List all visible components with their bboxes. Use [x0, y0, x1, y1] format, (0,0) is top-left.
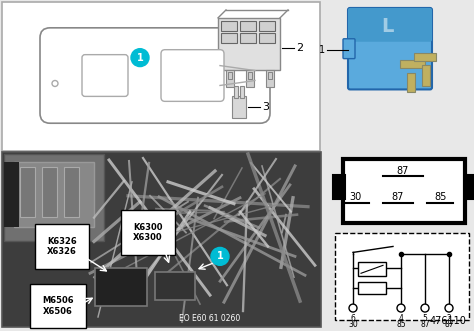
Text: 30: 30	[349, 192, 361, 202]
Bar	[221, 33, 237, 43]
Circle shape	[349, 304, 357, 312]
Bar	[259, 21, 275, 31]
Bar	[268, 71, 272, 79]
Text: 30: 30	[348, 320, 358, 329]
Bar	[240, 21, 256, 31]
Text: 1: 1	[137, 53, 143, 63]
FancyBboxPatch shape	[343, 39, 355, 59]
Bar	[414, 53, 436, 61]
Bar	[4, 154, 104, 242]
Circle shape	[445, 304, 453, 312]
FancyBboxPatch shape	[82, 55, 128, 96]
Text: 3: 3	[262, 102, 269, 112]
Text: 1: 1	[217, 251, 223, 261]
Bar	[4, 162, 19, 227]
Bar	[95, 268, 147, 306]
Bar	[246, 70, 254, 87]
Bar	[422, 65, 430, 86]
Text: K6326
X6326: K6326 X6326	[47, 237, 77, 256]
Bar	[2, 2, 320, 151]
Bar	[240, 33, 256, 43]
Bar	[221, 21, 237, 31]
FancyBboxPatch shape	[348, 8, 432, 42]
Text: 476110: 476110	[429, 316, 466, 326]
Bar	[14, 162, 94, 227]
Text: 85: 85	[435, 192, 447, 202]
Bar	[234, 86, 238, 98]
Bar	[343, 159, 465, 223]
Text: L: L	[381, 17, 393, 36]
Bar	[155, 272, 195, 300]
Text: 5: 5	[422, 314, 428, 323]
Circle shape	[421, 304, 429, 312]
Text: M6506
X6506: M6506 X6506	[42, 296, 74, 316]
Circle shape	[131, 49, 149, 67]
Circle shape	[211, 248, 229, 265]
Bar	[358, 282, 386, 294]
Text: K6300
X6300: K6300 X6300	[133, 223, 163, 242]
Bar	[2, 152, 321, 327]
Bar	[226, 70, 234, 87]
Text: 1: 1	[319, 45, 325, 55]
Text: EO E60 61 0260: EO E60 61 0260	[179, 314, 241, 323]
Bar	[259, 33, 275, 43]
Bar	[64, 167, 79, 216]
FancyBboxPatch shape	[348, 8, 432, 89]
Text: 4: 4	[399, 314, 403, 323]
Text: 87: 87	[392, 192, 404, 202]
FancyBboxPatch shape	[40, 28, 270, 123]
Bar	[218, 18, 280, 70]
Text: 6: 6	[351, 314, 356, 323]
Circle shape	[397, 304, 405, 312]
Text: 85: 85	[396, 320, 406, 329]
Bar	[266, 70, 274, 87]
Bar	[42, 167, 57, 216]
Text: 2: 2	[447, 314, 451, 323]
Circle shape	[52, 80, 58, 86]
Bar	[335, 233, 469, 320]
Text: 87: 87	[420, 320, 430, 329]
Bar	[20, 167, 35, 216]
FancyBboxPatch shape	[161, 50, 224, 101]
Bar	[400, 60, 425, 68]
Bar	[465, 175, 474, 199]
Text: 87: 87	[397, 166, 409, 176]
Bar	[333, 175, 345, 199]
Text: 2: 2	[296, 43, 303, 53]
Text: 87: 87	[444, 320, 454, 329]
Bar	[358, 262, 386, 276]
Bar	[232, 96, 246, 118]
Bar	[240, 86, 244, 98]
Bar	[407, 72, 415, 92]
Bar	[228, 71, 232, 79]
Bar	[248, 71, 252, 79]
